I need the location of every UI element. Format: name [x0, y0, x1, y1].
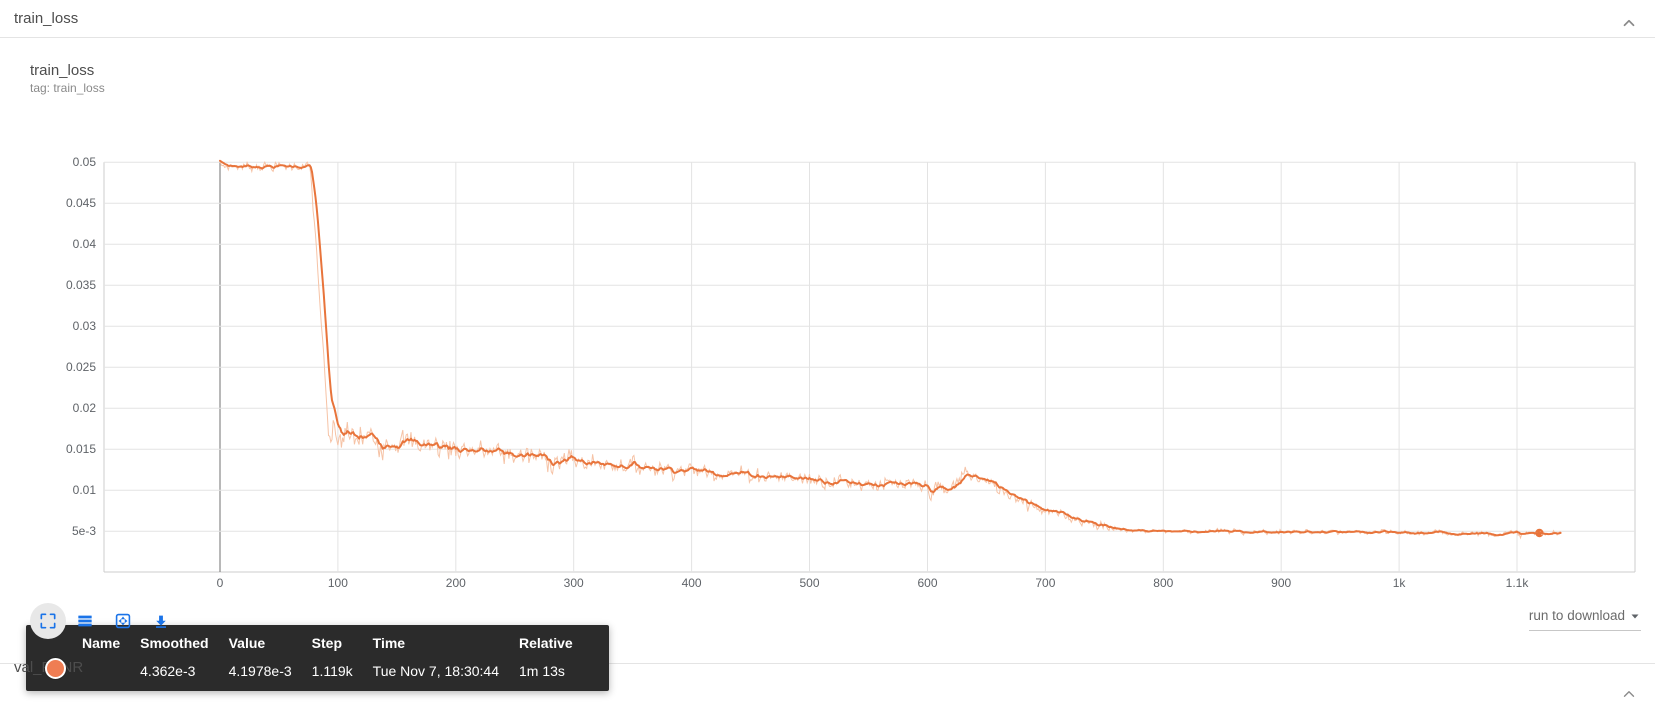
svg-text:1k: 1k	[1393, 576, 1407, 590]
svg-text:0.01: 0.01	[73, 483, 97, 497]
svg-text:100: 100	[328, 576, 348, 590]
svg-text:400: 400	[682, 576, 702, 590]
svg-text:0.035: 0.035	[66, 278, 96, 292]
svg-text:500: 500	[799, 576, 819, 590]
svg-text:800: 800	[1153, 576, 1173, 590]
svg-text:0.05: 0.05	[73, 155, 97, 169]
svg-text:0.025: 0.025	[66, 360, 96, 374]
svg-text:900: 900	[1271, 576, 1291, 590]
svg-text:0: 0	[217, 576, 224, 590]
svg-text:600: 600	[917, 576, 937, 590]
svg-text:0.04: 0.04	[73, 237, 97, 251]
svg-text:0.03: 0.03	[73, 319, 97, 333]
svg-text:700: 700	[1035, 576, 1055, 590]
svg-text:0.015: 0.015	[66, 442, 96, 456]
svg-text:0.045: 0.045	[66, 196, 96, 210]
svg-text:300: 300	[564, 576, 584, 590]
svg-text:1.1k: 1.1k	[1506, 576, 1530, 590]
svg-text:5e-3: 5e-3	[72, 524, 96, 538]
svg-text:200: 200	[446, 576, 466, 590]
svg-text:0.02: 0.02	[73, 401, 97, 415]
